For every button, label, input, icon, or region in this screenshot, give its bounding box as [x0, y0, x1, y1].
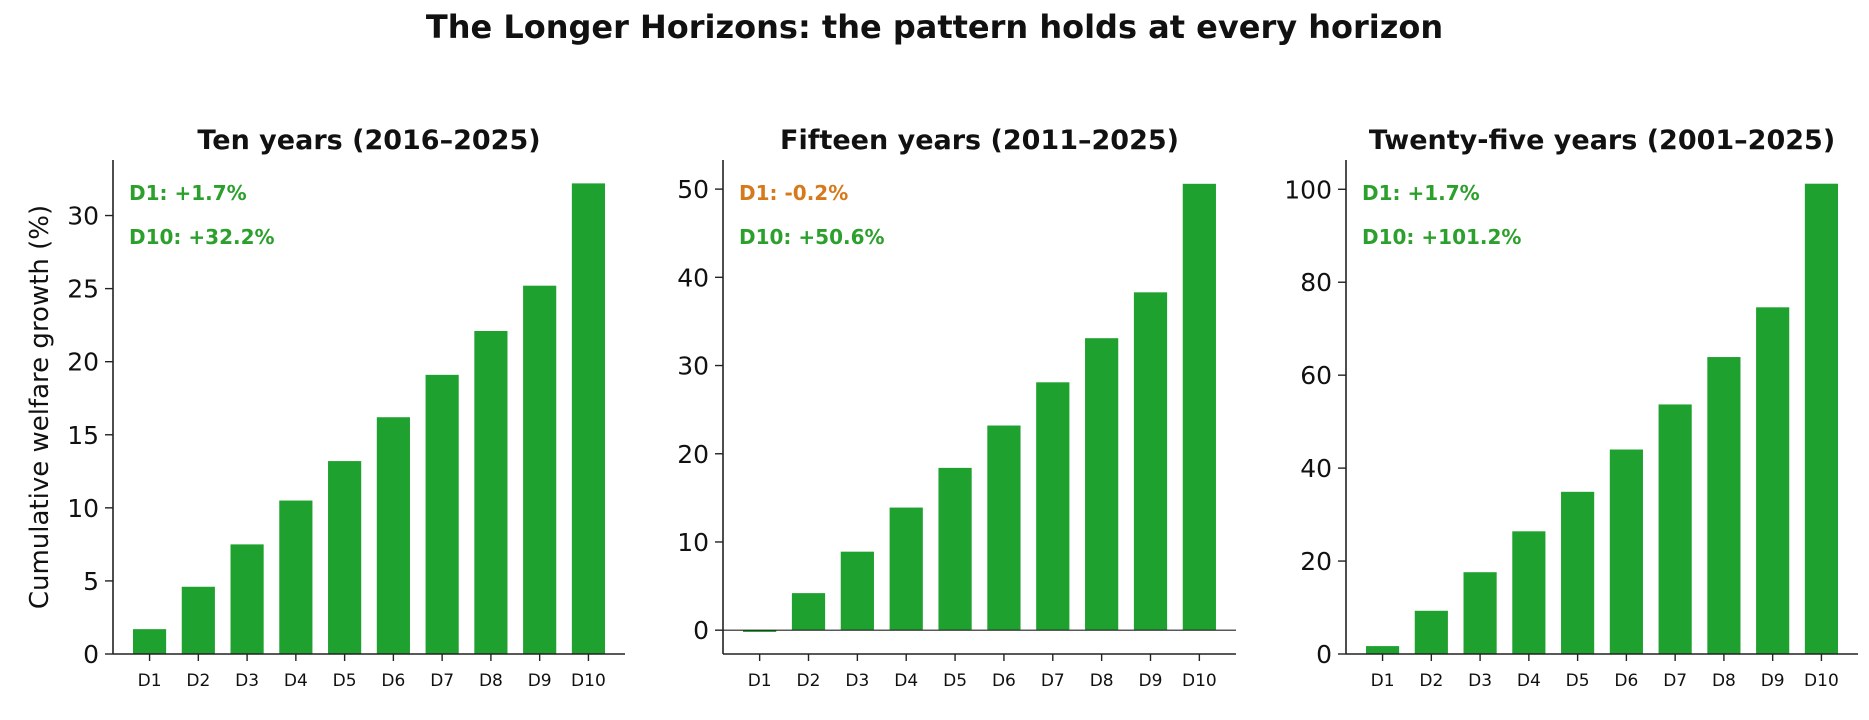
bar-d10 [1182, 183, 1216, 631]
x-tick-label: D2 [1419, 671, 1443, 691]
figure-title: The Longer Horizons: the pattern holds a… [425, 8, 1444, 46]
bar-d9 [1133, 292, 1168, 631]
y-tick-label: 100 [1284, 175, 1332, 204]
bar-d6 [1609, 449, 1643, 654]
x-tick-label: D3 [235, 671, 259, 691]
bar-d4 [889, 507, 923, 631]
x-tick-label: D10 [1804, 671, 1839, 691]
bar-d8 [1085, 338, 1119, 631]
x-tick-label: D7 [1663, 671, 1687, 691]
bar-d5 [328, 461, 362, 654]
x-tick-label: D1 [138, 671, 162, 691]
bar-d9 [1756, 307, 1790, 654]
x-tick-label: D2 [186, 671, 210, 691]
x-tick-label: D10 [571, 671, 606, 691]
y-tick-label: 10 [67, 494, 99, 523]
x-tick-label: D5 [943, 671, 967, 691]
y-tick-label: 0 [1316, 640, 1332, 669]
bar-d3 [230, 544, 264, 654]
bar-d2 [1414, 610, 1448, 654]
bar-d4 [1512, 531, 1546, 654]
bar-d10 [1804, 183, 1839, 654]
bar-d1 [132, 629, 167, 654]
chart-panel-2: Fifteen years (2011–2025) 0 10 20 30 40 50 D1 D2… [677, 125, 1236, 691]
bar-d1 [1365, 646, 1400, 654]
x-tick-label: D8 [479, 671, 503, 691]
x-tick-label: D5 [1566, 671, 1590, 691]
y-tick-label: 50 [677, 175, 709, 204]
y-axis-label: Cumulative welfare growth (%) [25, 205, 55, 609]
bar-d2 [181, 586, 215, 654]
bar-d6 [376, 417, 410, 654]
x-tick-label: D4 [894, 671, 918, 691]
annotation-d10: D10: +50.6% [739, 225, 885, 249]
x-tick-label: D5 [333, 671, 357, 691]
panel-title: Twenty-five years (2001–2025) [1369, 125, 1835, 156]
x-tick-label: D9 [1761, 671, 1785, 691]
y-tick-label: 10 [677, 528, 709, 557]
y-tick-label: 5 [83, 567, 99, 596]
x-tick-label: D7 [1041, 671, 1065, 691]
x-tick-label: D7 [430, 671, 454, 691]
x-tick-label: D6 [1614, 671, 1638, 691]
chart-panel-1: Ten years (2016–2025) Cumulative welfare … [25, 125, 625, 691]
y-tick-label: 20 [67, 348, 99, 377]
x-tick-label: D8 [1712, 671, 1736, 691]
bar-d5 [1561, 491, 1595, 654]
bar-d7 [1036, 382, 1070, 631]
bar-d6 [987, 425, 1021, 631]
y-tick-label: 25 [67, 275, 99, 304]
x-tick-label: D6 [381, 671, 405, 691]
panel-title: Fifteen years (2011–2025) [780, 125, 1179, 156]
x-tick-label: D1 [748, 671, 772, 691]
bar-d8 [1707, 357, 1741, 654]
x-tick-label: D2 [797, 671, 821, 691]
y-tick-label: 30 [67, 202, 99, 231]
panel-title: Ten years (2016–2025) [197, 125, 540, 156]
annotation-d1: D1: +1.7% [129, 181, 247, 205]
y-tick-label: 0 [693, 616, 709, 645]
annotation-d1: D1: -0.2% [739, 181, 848, 205]
bar-d3 [840, 551, 874, 631]
bar-d8 [474, 331, 508, 654]
bar-d3 [1463, 572, 1497, 654]
bar-d7 [1658, 404, 1692, 654]
y-tick-label: 20 [1300, 547, 1332, 576]
y-tick-label: 15 [67, 421, 99, 450]
x-tick-label: D6 [992, 671, 1016, 691]
y-tick-label: 40 [677, 263, 709, 292]
x-tick-label: D3 [1468, 671, 1492, 691]
x-tick-label: D8 [1090, 671, 1114, 691]
bar-d10 [571, 183, 606, 654]
y-tick-label: 40 [1300, 454, 1332, 483]
y-tick-label: 30 [677, 352, 709, 381]
y-tick-label: 80 [1300, 268, 1332, 297]
bar-d1 [743, 630, 777, 632]
bar-d7 [425, 374, 459, 654]
annotation-d1: D1: +1.7% [1362, 181, 1480, 205]
y-tick-label: 0 [83, 640, 99, 669]
annotation-d10: D10: +32.2% [129, 225, 275, 249]
bar-d9 [523, 285, 557, 654]
bar-d5 [938, 467, 972, 631]
x-tick-label: D9 [1139, 671, 1163, 691]
chart-panel-3: Twenty-five years (2001–2025) 0 20 40 60 80 10… [1284, 125, 1858, 691]
annotation-d10: D10: +101.2% [1362, 225, 1521, 249]
bar-d4 [279, 500, 313, 654]
x-tick-label: D1 [1371, 671, 1395, 691]
x-tick-label: D3 [845, 671, 869, 691]
bar-d2 [791, 593, 826, 631]
x-tick-label: D9 [528, 671, 552, 691]
x-tick-label: D10 [1182, 671, 1217, 691]
x-tick-label: D4 [284, 671, 308, 691]
x-tick-label: D4 [1517, 671, 1541, 691]
y-tick-label: 20 [677, 440, 709, 469]
y-tick-label: 60 [1300, 361, 1332, 390]
